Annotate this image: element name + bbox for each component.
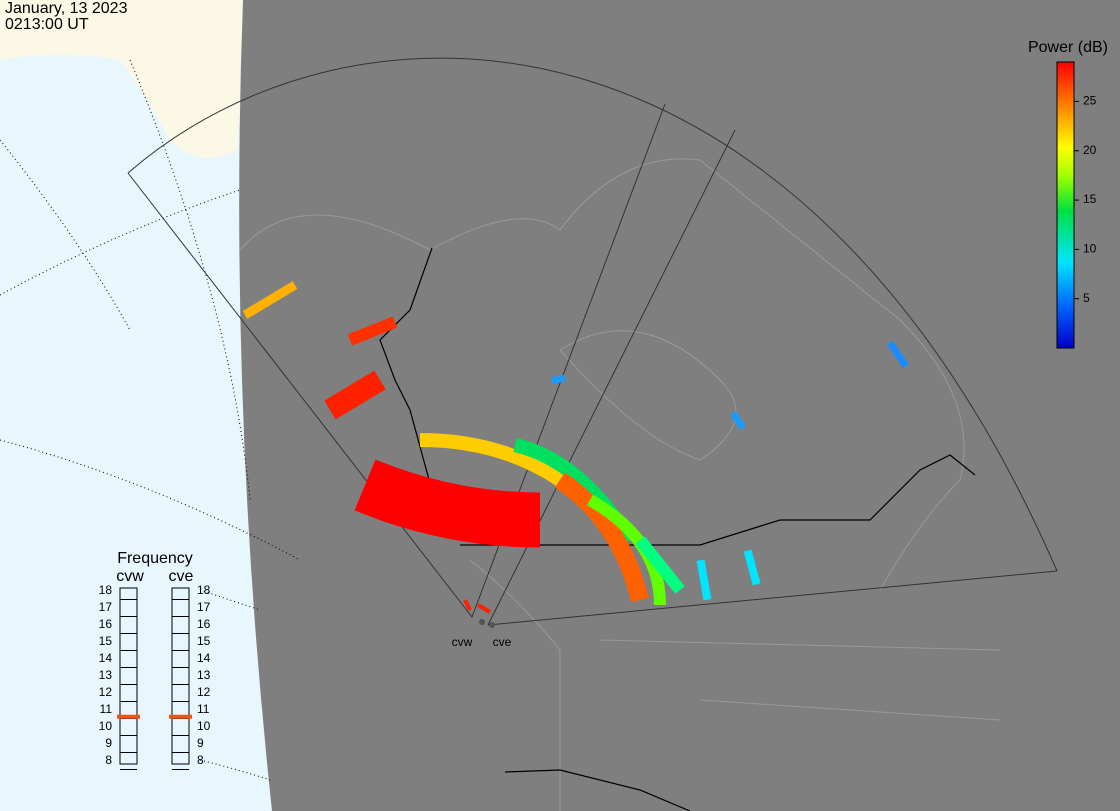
station-cvw — [479, 619, 485, 625]
frequency-tick-label: 12 — [99, 685, 113, 699]
frequency-tick-label: 16 — [197, 617, 211, 631]
colorbar-tick-label: 10 — [1083, 242, 1097, 256]
frequency-title: Frequency — [117, 550, 193, 567]
station-label: cve — [493, 635, 512, 649]
frequency-tick-label: 10 — [99, 719, 113, 733]
frequency-tick-label: 14 — [99, 651, 113, 665]
frequency-tick-label: 8 — [105, 753, 112, 767]
colorbar-tick-label: 25 — [1083, 94, 1097, 108]
frequency-tick-label: 15 — [99, 634, 113, 648]
frequency-tick-label: 11 — [100, 702, 113, 716]
frequency-tick-label: 9 — [105, 736, 112, 750]
frequency-box — [119, 587, 138, 765]
colorbar — [1056, 61, 1075, 349]
frequency-tick-label: 17 — [99, 600, 113, 614]
colorbar-tick-label: 15 — [1083, 192, 1097, 206]
radar-name: cvw — [116, 568, 144, 585]
frequency-box — [171, 587, 190, 765]
night-side — [239, 0, 1120, 811]
colorbar-tick-label: 20 — [1083, 143, 1097, 157]
radar-fans — [127, 57, 1058, 626]
station-label: cvw — [452, 635, 473, 649]
radar-echoes — [242, 281, 909, 614]
frequency-tick-label: 12 — [197, 685, 211, 699]
land-day — [0, 0, 243, 158]
frequency-tick-label: 18 — [99, 583, 113, 597]
frequency-tick-label: 9 — [197, 736, 204, 750]
frequency-tick-label: 15 — [197, 634, 211, 648]
frequency-tick-label: 13 — [99, 668, 113, 682]
station-cve — [489, 622, 495, 628]
time: 0213:00 UT — [5, 16, 89, 33]
frequency-tick-label: 14 — [197, 651, 211, 665]
frequency-tick-label: 10 — [197, 719, 211, 733]
date: January, 13 2023 — [5, 0, 128, 17]
frequency-tick-label: 17 — [197, 600, 211, 614]
frequency-tick-label: 8 — [197, 753, 204, 767]
frequency-tick-label: 18 — [197, 583, 211, 597]
borders — [379, 247, 976, 811]
colorbar-tick-label: 5 — [1083, 291, 1090, 305]
frequency-tick-label: 13 — [197, 668, 211, 682]
frequency-tick-label: 16 — [99, 617, 113, 631]
colorbar-title: Power (dB) — [1028, 39, 1108, 56]
radar-name: cve — [169, 568, 194, 585]
frequency-tick-label: 11 — [197, 702, 210, 716]
